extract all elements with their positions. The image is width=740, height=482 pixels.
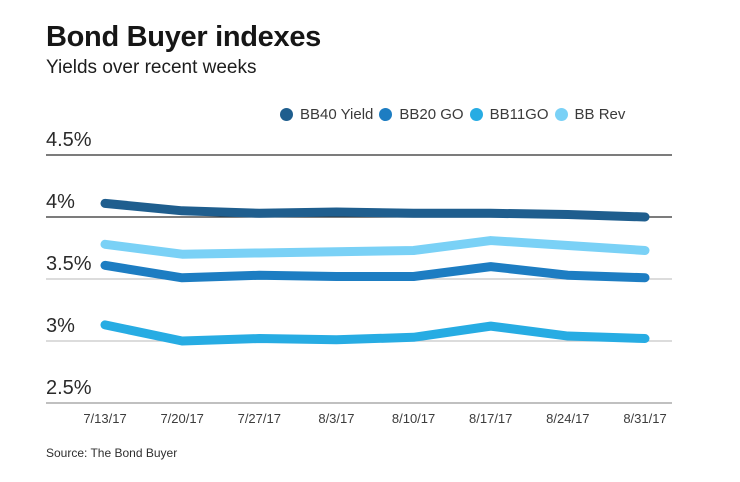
x-axis-tick-label: 8/3/17 <box>318 411 355 426</box>
series-line-bb40-yield <box>100 198 650 222</box>
legend-item-label: BB Rev <box>574 105 626 123</box>
legend-dot-icon <box>554 107 568 121</box>
page-title: Bond Buyer indexes <box>46 21 321 53</box>
legend-item-bb-rev: BB Rev <box>554 105 626 123</box>
legend-dot-icon <box>379 107 393 121</box>
x-axis-tick-label: 7/27/17 <box>237 411 281 426</box>
y-axis-tick-label: 4% <box>46 191 75 213</box>
x-axis-tick-label: 8/24/17 <box>546 411 590 426</box>
y-axis-tick-label: 3.5% <box>46 253 92 275</box>
x-axis-tick-label: 8/17/17 <box>469 411 513 426</box>
chart-legend: BB40 Yield BB20 GO BB11GO BB Rev <box>280 105 626 123</box>
series-line-bb20-go <box>100 260 650 283</box>
x-axis-tick-label: 8/31/17 <box>623 411 667 426</box>
y-axis-tick-label: 4.5% <box>46 129 92 151</box>
legend-item-bb40-yield: BB40 Yield <box>280 106 373 123</box>
series-line-bb11go <box>100 320 650 346</box>
x-axis-tick-label: 7/13/17 <box>83 411 127 426</box>
source-note: Source: The Bond Buyer <box>46 446 178 460</box>
legend-item-bb11go: BB11GO <box>469 105 549 123</box>
legend-item-label: BB11GO <box>489 105 549 123</box>
legend-item-label: BB40 Yield <box>300 105 374 123</box>
series-line-bb-rev <box>100 236 650 259</box>
x-axis-tick-label: 7/20/17 <box>160 411 204 426</box>
x-axis-tick-label: 8/10/17 <box>391 411 436 426</box>
y-axis-tick-label: 3% <box>46 315 75 337</box>
legend-item-bb20-go: BB20 GO <box>379 105 464 123</box>
legend-dot-icon <box>469 107 483 121</box>
legend-dot-icon <box>280 107 293 121</box>
chart-subtitle: Yields over recent weeks <box>46 57 257 78</box>
legend-item-label: BB20 GO <box>399 105 464 123</box>
y-axis-tick-label: 2.5% <box>46 377 92 399</box>
